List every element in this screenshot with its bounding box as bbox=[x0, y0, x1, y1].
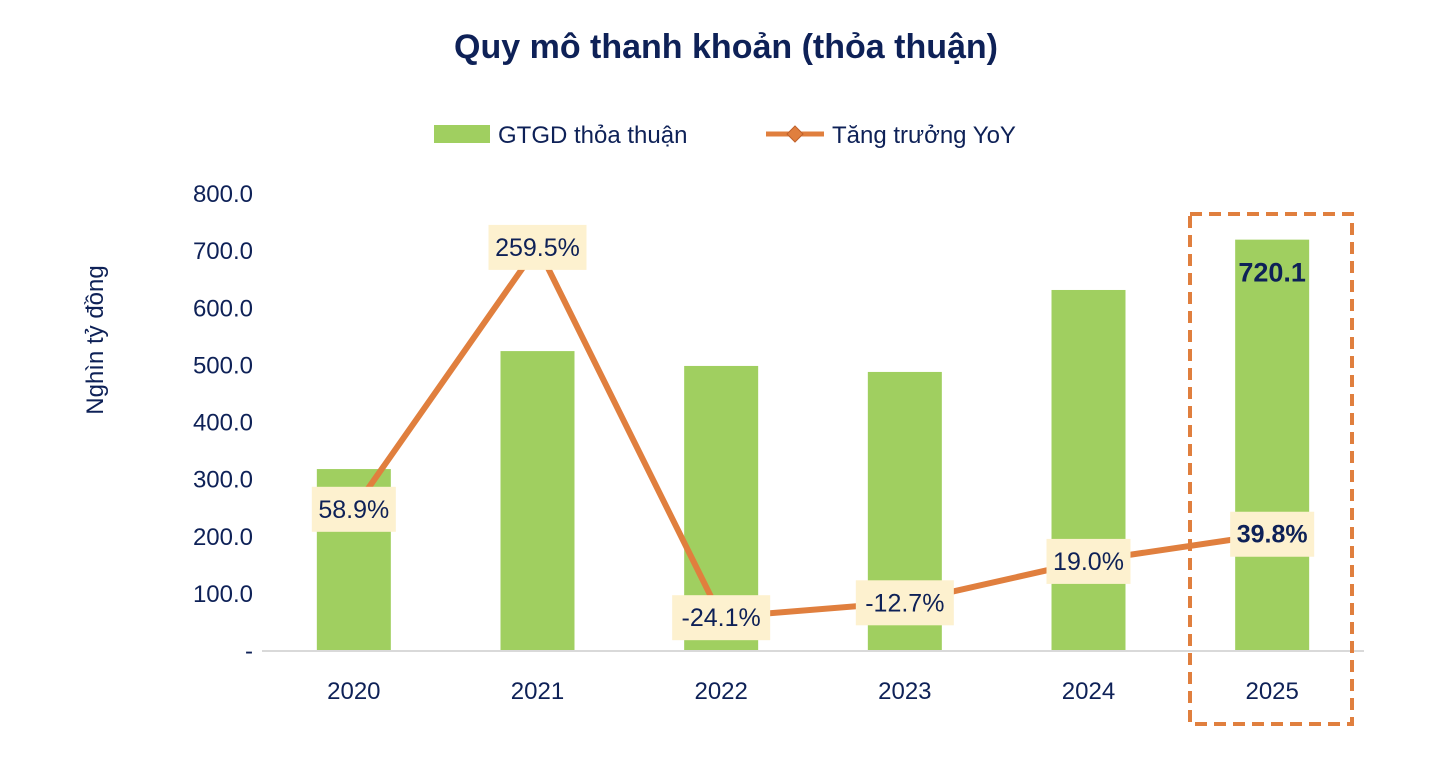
bar-data-label: 720.1 bbox=[1238, 258, 1306, 288]
growth-label-box bbox=[488, 224, 587, 270]
y-tick-label: 800.0 bbox=[193, 181, 253, 208]
growth-data-label: 58.9% bbox=[318, 496, 389, 524]
y-tick-label: 300.0 bbox=[193, 467, 253, 494]
growth-label-box bbox=[672, 595, 771, 641]
legend: GTGD thỏa thuận Tăng trưởng YoY bbox=[434, 122, 1016, 149]
growth-label-box bbox=[855, 580, 954, 626]
data-labels: 720.1 58.9% 259.5% -24.1% -12.7% 19.0% 39.8% bbox=[311, 224, 1315, 641]
x-axis-ticks: 2020 2021 2022 2023 2024 2025 bbox=[327, 678, 1299, 705]
highlight-box-2025 bbox=[1188, 212, 1354, 726]
growth-data-label: 39.8% bbox=[1237, 521, 1308, 549]
x-tick-label: 2021 bbox=[511, 678, 564, 705]
y-tick-label: - bbox=[245, 638, 253, 665]
y-tick-label: 100.0 bbox=[193, 581, 253, 608]
x-tick-label: 2022 bbox=[694, 678, 747, 705]
growth-data-label: -24.1% bbox=[682, 604, 761, 632]
x-tick-label: 2024 bbox=[1062, 678, 1115, 705]
y-tick-label: 200.0 bbox=[193, 524, 253, 551]
chart-title: Quy mô thanh khoản (thỏa thuận) bbox=[454, 28, 998, 66]
y-axis-label: Nghìn tỷ đồng bbox=[82, 265, 109, 414]
x-tick-label: 2023 bbox=[878, 678, 931, 705]
growth-line-path bbox=[351, 243, 1273, 621]
legend-label-bar: GTGD thỏa thuận bbox=[498, 122, 687, 149]
growth-data-label: 19.0% bbox=[1053, 548, 1124, 576]
bar-2025 bbox=[1235, 239, 1310, 651]
y-tick-label: 400.0 bbox=[193, 410, 253, 437]
y-axis-ticks: - 100.0 200.0 300.0 400.0 500.0 600.0 700.0 800.… bbox=[193, 181, 253, 665]
bar-2021 bbox=[500, 351, 575, 651]
y-tick-label: 600.0 bbox=[193, 295, 253, 322]
growth-data-label: 259.5% bbox=[495, 234, 580, 262]
bars bbox=[316, 239, 1310, 651]
x-tick-label: 2020 bbox=[327, 678, 380, 705]
growth-label-box bbox=[1230, 511, 1315, 557]
bar-2024 bbox=[1051, 289, 1126, 651]
y-tick-label: 500.0 bbox=[193, 352, 253, 379]
y-tick-label: 700.0 bbox=[193, 238, 253, 265]
legend-swatch-bar bbox=[434, 125, 490, 143]
growth-label-box bbox=[1046, 538, 1131, 584]
growth-line bbox=[351, 243, 1273, 621]
legend-label-line: Tăng trưởng YoY bbox=[832, 122, 1016, 149]
x-tick-label: 2025 bbox=[1245, 678, 1298, 705]
growth-data-label: -12.7% bbox=[865, 589, 944, 617]
legend-diamond-icon bbox=[786, 125, 804, 143]
growth-label-box bbox=[311, 486, 396, 532]
